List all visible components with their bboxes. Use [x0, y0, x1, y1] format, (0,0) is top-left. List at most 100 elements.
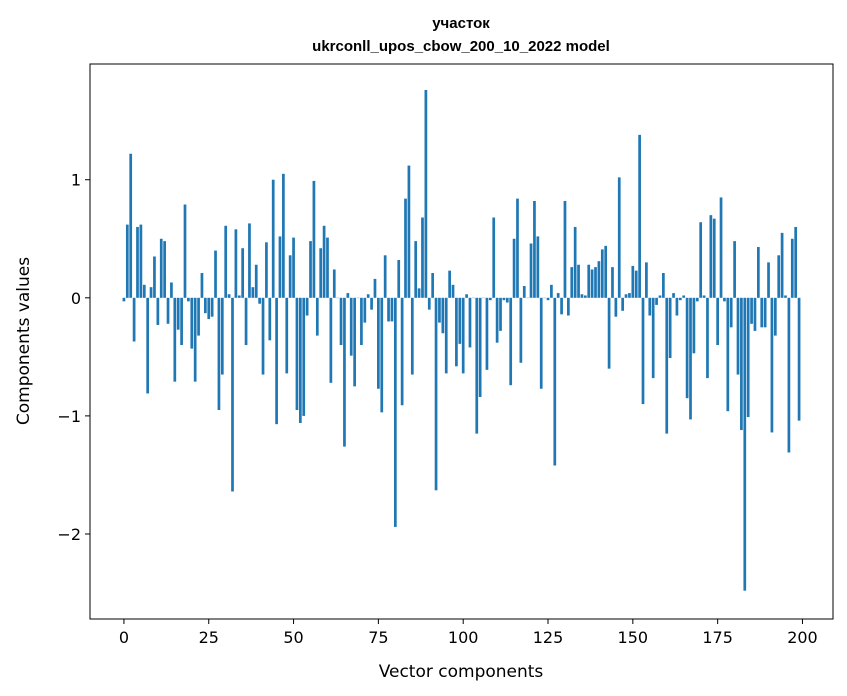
bar-8 — [149, 287, 153, 298]
bar-25 — [207, 297, 211, 320]
bar-6 — [142, 284, 146, 298]
bar-19 — [187, 297, 190, 302]
bar-61 — [329, 297, 333, 383]
chart-subtitle: ukrconll_upos_cbow_200_10_2022 model — [312, 38, 610, 55]
bar-92 — [434, 297, 438, 491]
bar-72 — [366, 294, 370, 298]
bar-163 — [675, 297, 679, 316]
bar-188 — [760, 297, 764, 328]
bar-113 — [505, 297, 509, 303]
chart-title: участок — [432, 15, 490, 32]
bar-60 — [326, 237, 329, 298]
bar-156 — [651, 297, 655, 379]
bar-150 — [631, 265, 635, 298]
bar-21 — [193, 297, 197, 382]
bar-122 — [536, 236, 540, 298]
bar-17 — [180, 297, 183, 346]
x-tick-label: 150 — [618, 628, 649, 647]
bar-53 — [302, 297, 306, 416]
bar-66 — [346, 293, 350, 298]
bar-172 — [706, 297, 709, 379]
bar-126 — [550, 284, 553, 298]
bar-162 — [672, 293, 675, 298]
bar-42 — [265, 242, 268, 298]
y-tick-label: −1 — [57, 407, 81, 426]
bar-89 — [424, 89, 428, 298]
bar-1 — [125, 224, 129, 298]
bar-110 — [495, 297, 499, 343]
bar-173 — [709, 215, 713, 298]
bar-11 — [159, 238, 163, 298]
bar-47 — [282, 173, 285, 298]
bar-15 — [173, 297, 177, 382]
bar-155 — [648, 297, 652, 316]
bar-93 — [438, 297, 441, 323]
bar-10 — [156, 297, 160, 325]
bar-41 — [261, 297, 265, 375]
bar-2 — [129, 153, 133, 298]
bar-192 — [773, 297, 777, 336]
bar-182 — [740, 297, 743, 431]
bar-33 — [234, 229, 238, 298]
bar-112 — [502, 297, 506, 301]
bar-54 — [305, 297, 309, 316]
bar-195 — [784, 295, 787, 298]
bar-157 — [655, 297, 658, 305]
bar-193 — [777, 255, 781, 298]
plot-frame — [89, 63, 834, 620]
bar-137 — [587, 264, 591, 298]
bar-115 — [512, 238, 516, 298]
bar-142 — [604, 245, 608, 298]
bar-34 — [237, 295, 241, 298]
bar-129 — [560, 297, 563, 315]
bar-77 — [383, 255, 387, 298]
bar-176 — [719, 197, 723, 298]
bar-116 — [516, 198, 519, 298]
x-axis-ticks: 0 25 50 75 100 125 150 175 200 — [119, 619, 818, 647]
y-tick-label: −2 — [57, 525, 81, 544]
bar-85 — [410, 297, 414, 375]
bar-58 — [319, 248, 323, 298]
bar-97 — [451, 284, 455, 298]
bar-38 — [251, 287, 255, 298]
bar-95 — [444, 297, 448, 374]
bar-28 — [217, 297, 221, 410]
bar-67 — [349, 297, 353, 356]
bar-100 — [461, 297, 465, 374]
bar-24 — [203, 297, 207, 314]
bar-134 — [577, 264, 580, 298]
bar-114 — [509, 297, 513, 386]
bar-20 — [190, 297, 194, 349]
bar-125 — [546, 297, 550, 301]
bar-146 — [617, 177, 621, 298]
bar-68 — [353, 297, 356, 387]
bar-187 — [757, 247, 760, 298]
bar-35 — [241, 248, 245, 298]
bars-group — [122, 89, 801, 591]
bar-136 — [583, 295, 587, 298]
bar-148 — [624, 294, 628, 298]
bar-165 — [682, 295, 686, 298]
bar-127 — [553, 297, 557, 466]
bar-62 — [332, 269, 336, 298]
x-tick-label: 75 — [368, 628, 388, 647]
bar-197 — [790, 238, 794, 298]
bar-177 — [723, 297, 726, 302]
x-tick-label: 25 — [199, 628, 219, 647]
bar-96 — [448, 270, 451, 298]
bar-26 — [210, 297, 214, 317]
bar-16 — [176, 297, 180, 330]
bar-107 — [485, 297, 489, 370]
bar-75 — [377, 297, 380, 389]
bar-105 — [478, 297, 482, 397]
bar-175 — [716, 297, 719, 346]
bar-132 — [570, 267, 574, 298]
bar-80 — [393, 297, 397, 527]
bar-22 — [197, 297, 200, 336]
bar-154 — [645, 262, 648, 298]
bar-180 — [733, 241, 736, 298]
bar-108 — [488, 297, 492, 301]
bar-196 — [787, 297, 791, 453]
bar-55 — [309, 241, 312, 298]
